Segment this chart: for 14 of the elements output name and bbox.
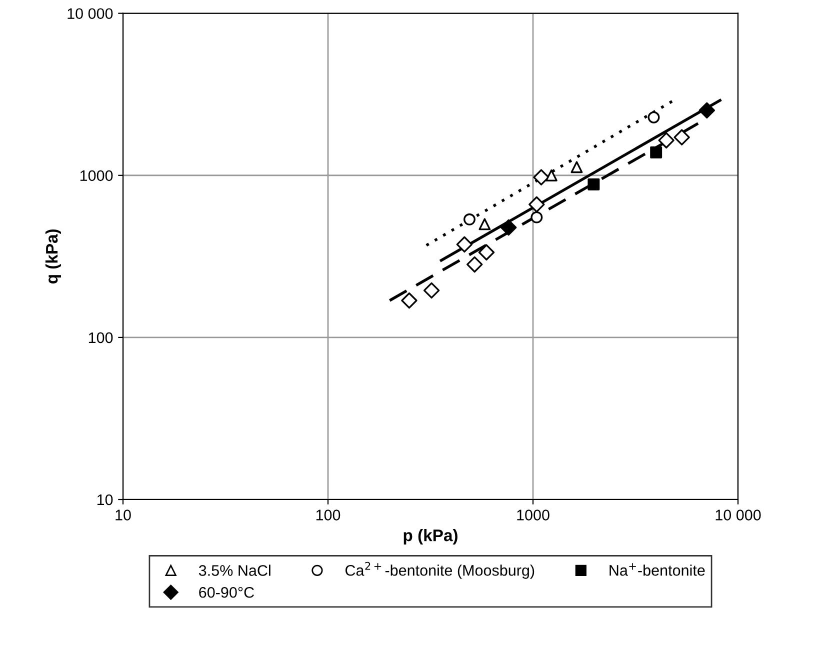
legend-label: 60-90°C (199, 586, 254, 598)
legend-label: Na$^{+}$-bentonite (610, 563, 705, 576)
y-tick-label: 1000 (80, 170, 113, 182)
x-tick-label: 10 (116, 510, 131, 520)
y-tick-label: 100 (88, 332, 113, 344)
y-axis-title: q (kPa) (45, 229, 61, 284)
x-tick-label: 100 (316, 510, 340, 520)
legend-label: Ca$^{2+}$-bentonite (Moosburg) (345, 562, 534, 579)
x-tick-label: 1000 (517, 510, 550, 520)
y-tick-label: 10 000 (68, 8, 113, 20)
x-axis-title: p (kPa) (404, 529, 458, 545)
y-tick-label: 10 (97, 494, 113, 506)
x-tick-label: 10 000 (716, 510, 761, 520)
legend-label: 3.5% NaCl (198, 564, 270, 576)
